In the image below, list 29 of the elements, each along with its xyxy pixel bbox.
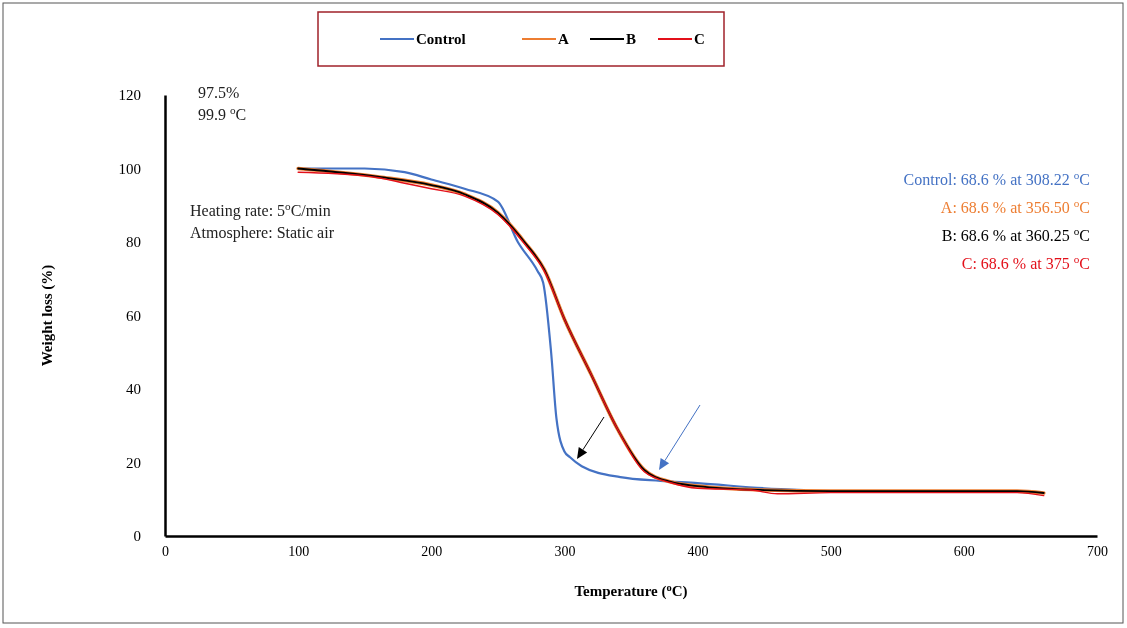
y-tick-label: 120 xyxy=(118,87,141,104)
y-tick-label: 80 xyxy=(126,234,141,251)
legend-label: B xyxy=(626,31,637,47)
legend-label: C xyxy=(694,31,705,47)
x-tick-label: 0 xyxy=(162,543,169,559)
x-tick-label: 500 xyxy=(820,543,842,559)
annotation: B: 68.6 % at 360.25 $^{o}$C xyxy=(941,225,1090,244)
annotation: 99.9 $^{o}$C xyxy=(198,104,247,123)
annotation: Atmosphere: Static air xyxy=(190,224,335,242)
annotation: 97.5% xyxy=(198,84,240,101)
y-tick-label: 60 xyxy=(126,307,141,324)
y-tick-label: 0 xyxy=(133,528,141,545)
annotation: Heating rate: 5$^{o}$C/min xyxy=(190,200,331,220)
annotation: Control: 68.6 % at 308.22 $^{o}$C xyxy=(903,169,1090,188)
x-tick-label: 600 xyxy=(953,543,975,559)
y-axis-title: Weight loss (%) xyxy=(39,264,56,367)
x-tick-label: 700 xyxy=(1087,543,1108,559)
legend-label: Control xyxy=(416,31,466,47)
y-tick-label: 40 xyxy=(126,381,141,398)
x-axis-title: Temperature ($^{o}$C) xyxy=(574,581,688,600)
x-tick-label: 300 xyxy=(554,543,576,559)
x-tick-label: 100 xyxy=(288,543,310,559)
legend-label: A xyxy=(558,31,569,47)
y-tick-label: 20 xyxy=(126,454,141,471)
x-tick-label: 200 xyxy=(421,543,443,559)
annotation: A: 68.6 % at 356.50 $^{o}$C xyxy=(940,197,1090,216)
annotation: C: 68.6 % at 375 $^{o}$C xyxy=(961,253,1090,272)
x-tick-label: 400 xyxy=(687,543,709,559)
y-tick-label: 100 xyxy=(118,160,141,177)
